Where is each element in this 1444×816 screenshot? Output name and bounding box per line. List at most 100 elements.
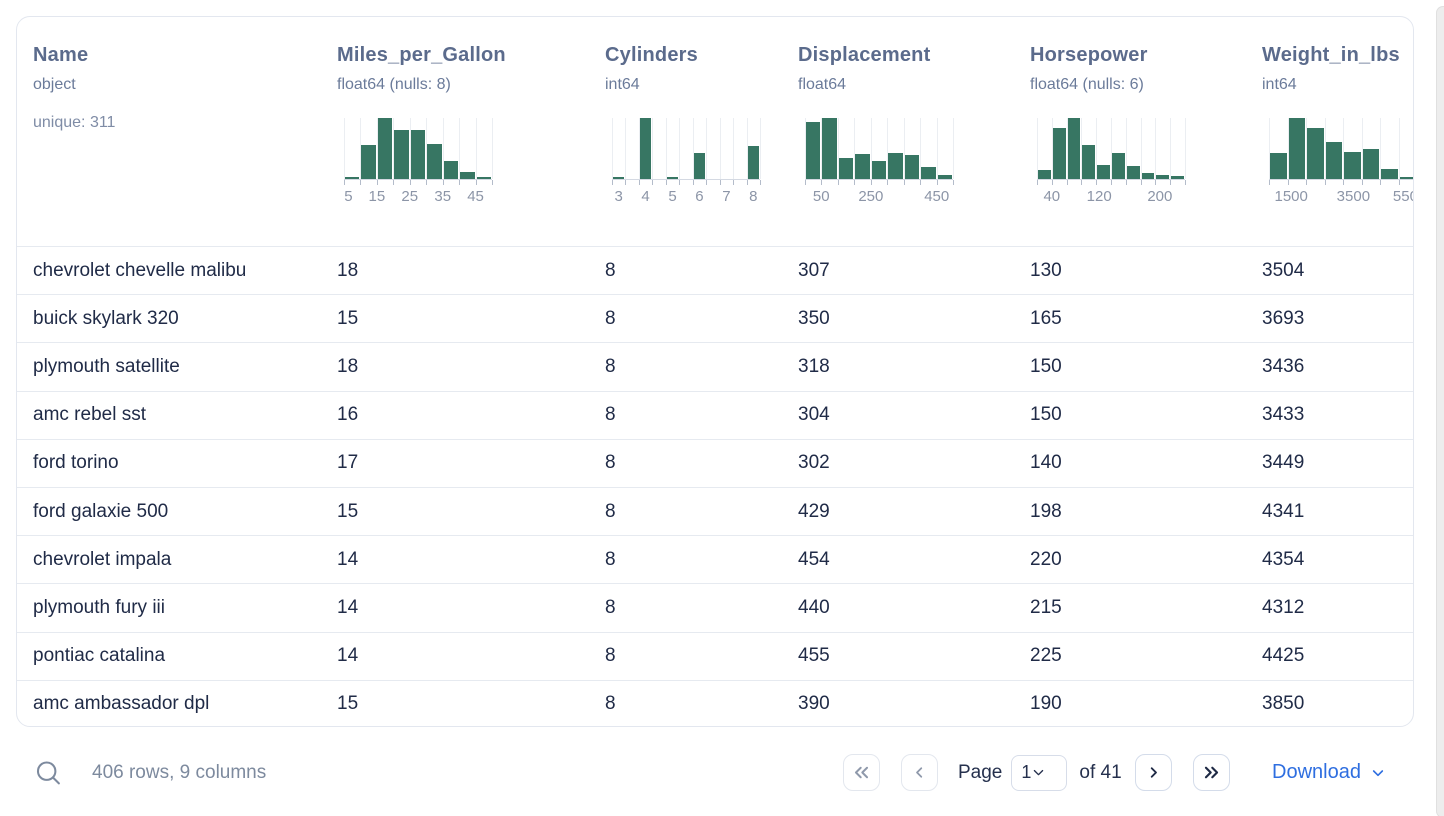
axis-tick (625, 180, 627, 185)
table-row[interactable]: chevrolet impala 14 8 454 220 4354 (17, 535, 1413, 583)
table-cell: 3504 (1262, 259, 1305, 281)
hist-bar (1307, 128, 1324, 179)
gridline (475, 118, 477, 179)
gridline (903, 118, 905, 179)
hist-bar (904, 155, 920, 179)
gridline (760, 118, 761, 179)
table-cell: 3850 (1262, 693, 1305, 715)
search-icon[interactable] (34, 758, 63, 787)
histogram-horsepower: 40 120 200 (1037, 118, 1186, 205)
axis-tick (393, 180, 395, 185)
table-cell: 429 (798, 500, 830, 522)
row-column-summary: 406 rows, 9 columns (92, 761, 267, 783)
column-header-horsepower[interactable]: Horsepower float64 (nulls: 6) 40 120 200 (1014, 44, 1246, 246)
table-cell: 15 (337, 693, 359, 715)
column-header-miles_per_gallon[interactable]: Miles_per_Gallon float64 (nulls: 8) 5 15 25 3… (321, 44, 589, 246)
download-button[interactable]: Download (1272, 729, 1386, 816)
gridline (625, 118, 627, 179)
hist-bar (1052, 128, 1066, 179)
column-header-name[interactable]: Name object unique: 311 (17, 44, 321, 246)
axis-tick-label: 250 (858, 188, 884, 205)
gridline (1380, 118, 1381, 179)
axis-tick (638, 180, 640, 185)
hist-bar (838, 158, 854, 179)
column-header-displacement[interactable]: Displacement float64 50 250 450 (782, 44, 1014, 246)
gridline (870, 118, 872, 179)
hist-bar (1362, 148, 1379, 179)
next-page-button[interactable] (1134, 754, 1172, 791)
page-label: Page (958, 761, 1003, 783)
hist-bar (1399, 177, 1413, 179)
table-cell: 3433 (1262, 404, 1305, 426)
hist-bar (410, 130, 426, 179)
table-row[interactable]: amc ambassador dpl 15 8 390 190 3850 (17, 679, 1413, 726)
hist-bar (1067, 118, 1081, 179)
table-cell: 8 (605, 307, 616, 329)
table-row[interactable]: ford galaxie 500 15 8 429 198 4341 (17, 487, 1413, 535)
hist-bar (1126, 165, 1140, 179)
column-dtype: int64 (1262, 76, 1297, 93)
axis-tick (442, 180, 444, 185)
axis-tick (1324, 180, 1326, 185)
hist-bar (460, 172, 475, 179)
hist-bar (666, 177, 679, 179)
table-cell: 4354 (1262, 548, 1305, 570)
first-page-button[interactable] (843, 754, 880, 791)
gridline (1269, 118, 1270, 179)
table-cell: 3436 (1262, 356, 1305, 377)
axis-tick (1037, 180, 1038, 185)
hist-bar (361, 145, 376, 179)
gridline (1343, 118, 1344, 179)
axis-tick-label: 5 (344, 188, 353, 205)
axis-tick (1111, 180, 1112, 185)
axis-tick (1155, 180, 1157, 185)
axis-tick-label: 1500 (1274, 188, 1308, 205)
axis-tick-label: 40 (1043, 188, 1061, 205)
column-dtype: int64 (605, 76, 640, 93)
axis-tick (360, 180, 362, 185)
table-cell: 304 (798, 404, 830, 426)
hist-bar (822, 118, 837, 179)
axis-tick-label: 6 (695, 188, 704, 205)
axis-tick-label: 7 (722, 188, 731, 205)
gridline (821, 118, 823, 179)
gridline (638, 118, 640, 179)
column-header-cylinders[interactable]: Cylinders int64 3 4 5 6 7 8 (589, 44, 782, 246)
column-dtype: float64 (nulls: 8) (337, 76, 451, 93)
table-row[interactable]: ford torino 17 8 302 140 3449 (17, 438, 1413, 487)
scrollbar-track[interactable] (1436, 6, 1444, 816)
table-row[interactable]: chevrolet chevelle malibu 18 8 307 130 3504 (17, 246, 1413, 294)
download-label: Download (1272, 761, 1361, 783)
table-row[interactable]: plymouth fury iii 14 8 440 215 4312 (17, 583, 1413, 631)
hist-bar (937, 175, 952, 179)
hist-bar (394, 130, 409, 179)
gridline (1155, 118, 1157, 179)
chevron-right-icon (1145, 764, 1162, 781)
gridline (805, 118, 806, 179)
last-page-button[interactable] (1192, 754, 1230, 791)
hist-bar (871, 160, 887, 179)
gridline (1324, 118, 1326, 179)
table-cell: 455 (798, 645, 830, 667)
hist-bar (639, 118, 652, 179)
axis-tick (679, 180, 681, 185)
gridline (1170, 118, 1172, 179)
column-name: Name (33, 44, 89, 66)
table-cell: 8 (605, 597, 616, 619)
axis-tick-label: 120 (1086, 188, 1112, 205)
chevron-left-icon (911, 764, 928, 781)
table-cell: 8 (605, 693, 616, 715)
table-row[interactable]: amc rebel sst 16 8 304 150 3433 (17, 390, 1413, 439)
column-header-weight_in_lbs[interactable]: Weight_in_lbs int64 1500 3500 5500 (1246, 44, 1413, 246)
table-row[interactable]: pontiac catalina 14 8 455 225 4425 (17, 631, 1413, 680)
prev-page-button[interactable] (901, 754, 938, 791)
hist-axis: 50 250 450 (805, 179, 954, 205)
page-select-value: 1 (1021, 762, 1032, 782)
table-cell: 220 (1030, 548, 1062, 570)
axis-tick (1170, 180, 1172, 185)
table-row[interactable]: plymouth satellite 18 8 318 150 3436 (17, 342, 1413, 390)
page-select[interactable]: 1 (1011, 754, 1068, 791)
page-count-label: of 41 (1079, 761, 1122, 783)
table-row[interactable]: buick skylark 320 15 8 350 165 3693 (17, 294, 1413, 342)
table-cell: amc ambassador dpl (33, 693, 210, 715)
